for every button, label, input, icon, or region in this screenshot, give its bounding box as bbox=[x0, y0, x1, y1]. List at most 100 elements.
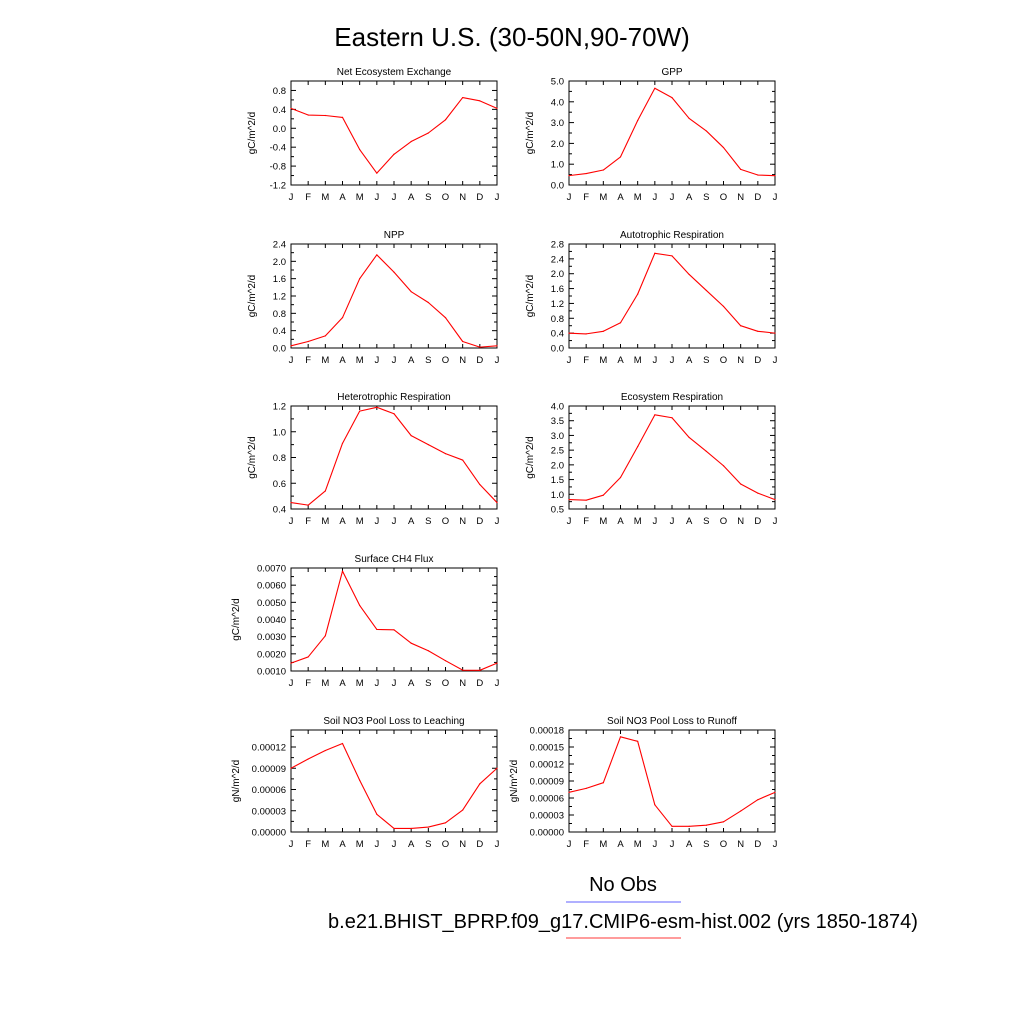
y-tick-label: 0.00000 bbox=[252, 828, 286, 839]
x-tick-label: A bbox=[408, 516, 415, 527]
y-tick-label: 0.0 bbox=[273, 344, 286, 355]
x-tick-label: O bbox=[720, 516, 727, 527]
x-tick-label: O bbox=[720, 839, 727, 850]
series-line bbox=[568, 414, 776, 501]
panel-title: Soil NO3 Pool Loss to Runoff bbox=[607, 716, 737, 727]
data-point bbox=[290, 662, 292, 664]
y-tick-label: 0.00012 bbox=[530, 760, 564, 771]
y-axis-label: gC/m^2/d bbox=[525, 275, 536, 318]
x-tick-label: S bbox=[703, 355, 709, 366]
data-point bbox=[602, 169, 604, 171]
x-tick-label: M bbox=[599, 355, 607, 366]
x-tick-label: J bbox=[567, 839, 572, 850]
data-point bbox=[671, 255, 673, 257]
data-point bbox=[479, 346, 481, 348]
data-point bbox=[688, 273, 690, 276]
panel-title: Surface CH4 Flux bbox=[355, 554, 434, 565]
data-point bbox=[568, 175, 570, 177]
data-point bbox=[637, 446, 639, 448]
y-tick-label: 0.00012 bbox=[252, 743, 286, 754]
x-tick-label: J bbox=[374, 678, 379, 689]
x-tick-label: M bbox=[634, 839, 642, 850]
y-tick-label: 0.5 bbox=[551, 505, 564, 516]
data-point bbox=[307, 758, 309, 760]
y-tick-label: -1.2 bbox=[270, 181, 286, 192]
data-point bbox=[654, 87, 656, 89]
data-point bbox=[427, 444, 429, 446]
data-point bbox=[462, 340, 464, 343]
y-tick-label: 1.2 bbox=[273, 402, 286, 413]
x-tick-label: D bbox=[754, 516, 761, 527]
data-point bbox=[740, 325, 742, 327]
data-point bbox=[585, 333, 587, 335]
data-point bbox=[740, 810, 742, 812]
data-point bbox=[462, 809, 464, 811]
x-tick-label: J bbox=[495, 839, 500, 850]
data-point bbox=[774, 498, 776, 501]
data-point bbox=[654, 414, 656, 416]
figure-title: Eastern U.S. (30-50N,90-70W) bbox=[334, 22, 689, 52]
y-axis-label: gC/m^2/d bbox=[247, 436, 258, 479]
y-tick-label: 2.0 bbox=[273, 257, 286, 268]
y-tick-label: 0.0 bbox=[273, 124, 286, 135]
x-tick-label: A bbox=[686, 192, 693, 203]
y-tick-label: 0.4 bbox=[273, 505, 286, 516]
x-tick-label: J bbox=[392, 516, 397, 527]
x-tick-label: J bbox=[392, 355, 397, 366]
data-point bbox=[722, 146, 725, 149]
y-tick-label: 0.00003 bbox=[252, 806, 286, 817]
x-tick-label: A bbox=[617, 516, 624, 527]
data-point bbox=[585, 499, 587, 501]
series-line bbox=[290, 570, 498, 671]
data-point bbox=[705, 450, 707, 452]
data-point bbox=[619, 736, 622, 738]
data-point bbox=[619, 476, 622, 479]
panel-title: Autotrophic Respiration bbox=[620, 230, 724, 241]
y-axis-label: gC/m^2/d bbox=[231, 598, 242, 641]
data-point bbox=[619, 156, 622, 158]
x-tick-label: A bbox=[617, 355, 624, 366]
x-tick-label: M bbox=[634, 192, 642, 203]
x-tick-label: N bbox=[737, 516, 744, 527]
plot-frame bbox=[568, 405, 776, 510]
x-tick-label: S bbox=[425, 192, 431, 203]
x-tick-label: O bbox=[442, 678, 449, 689]
data-point bbox=[722, 821, 725, 823]
x-tick-label: F bbox=[305, 678, 311, 689]
data-point bbox=[462, 459, 464, 461]
data-point bbox=[341, 442, 344, 444]
data-point bbox=[654, 804, 656, 806]
data-point bbox=[359, 278, 361, 280]
data-point bbox=[376, 254, 378, 256]
plot-frame bbox=[290, 80, 498, 186]
y-tick-label: 0.0060 bbox=[257, 581, 286, 592]
y-tick-label: 0.0020 bbox=[257, 649, 286, 660]
x-tick-label: A bbox=[339, 355, 346, 366]
data-point bbox=[324, 490, 326, 492]
data-point bbox=[637, 740, 639, 742]
x-tick-label: D bbox=[754, 355, 761, 366]
x-tick-label: S bbox=[703, 516, 709, 527]
x-tick-label: J bbox=[289, 839, 294, 850]
y-tick-label: 0.00018 bbox=[530, 726, 564, 737]
data-point bbox=[393, 629, 395, 631]
y-tick-label: 0.00000 bbox=[530, 828, 564, 839]
x-tick-label: N bbox=[459, 678, 466, 689]
data-point bbox=[290, 501, 292, 504]
data-point bbox=[774, 332, 776, 334]
panel-title: Heterotrophic Respiration bbox=[337, 392, 450, 403]
x-tick-label: M bbox=[599, 192, 607, 203]
x-tick-label: J bbox=[495, 678, 500, 689]
data-point bbox=[671, 417, 673, 419]
data-point bbox=[393, 271, 395, 273]
legend-label-model-run: b.e21.BHIST_BPRP.f09_g17.CMIP6-esm-hist.… bbox=[328, 911, 918, 933]
y-tick-label: 0.00009 bbox=[252, 764, 286, 775]
x-tick-label: S bbox=[425, 678, 431, 689]
x-tick-label: J bbox=[670, 516, 675, 527]
x-tick-label: A bbox=[686, 839, 693, 850]
data-point bbox=[290, 345, 292, 347]
data-point bbox=[427, 650, 429, 652]
